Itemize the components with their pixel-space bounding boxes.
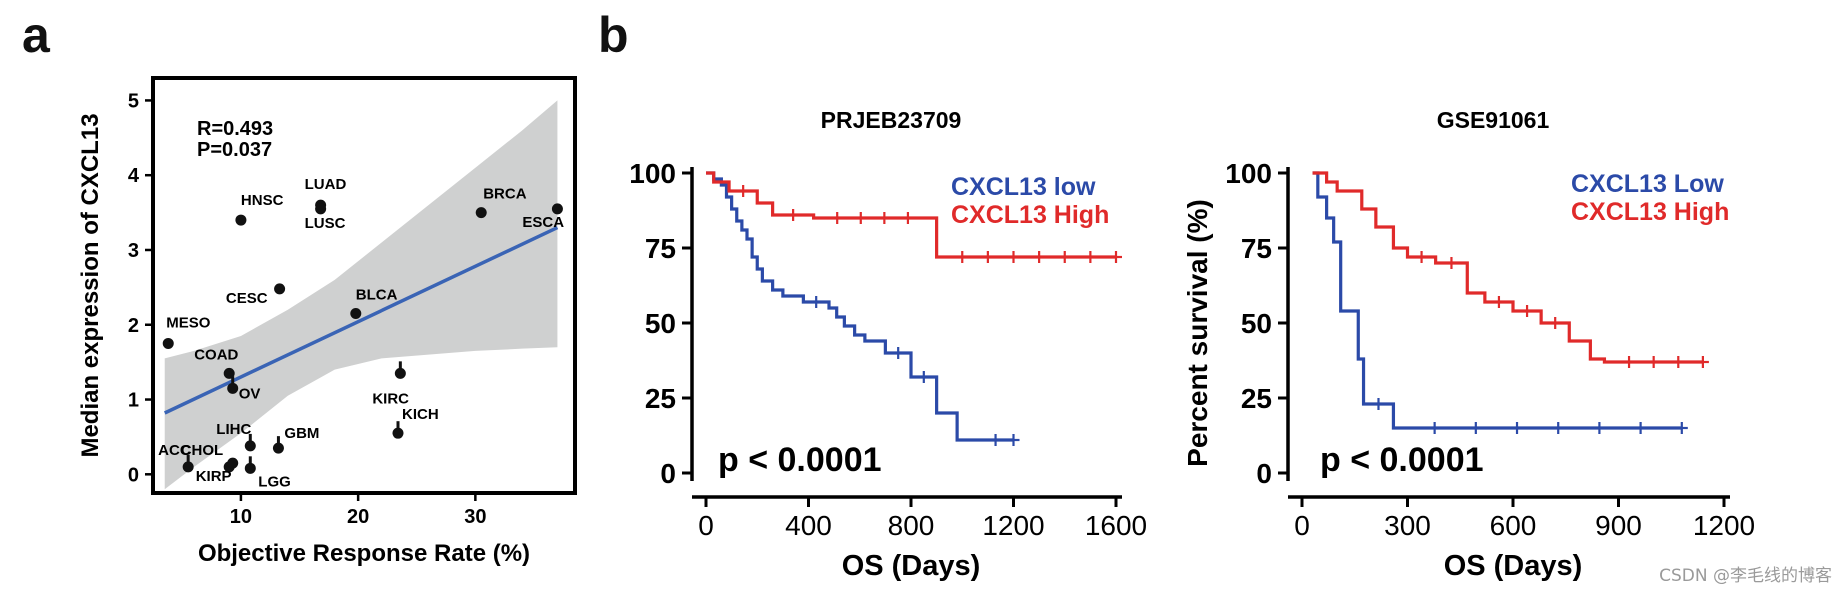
point-label: LGG xyxy=(258,473,291,490)
data-point xyxy=(235,214,247,226)
y-tick-label: 0 xyxy=(1256,458,1272,489)
p-value-annotation: p < 0.0001 xyxy=(718,441,882,479)
x-tick-label: 900 xyxy=(1595,510,1642,541)
point-label: LUAD xyxy=(305,176,347,193)
y-tick-label: 3 xyxy=(128,240,139,262)
x-tick-label: 300 xyxy=(1384,510,1431,541)
y-tick-label: 75 xyxy=(645,233,676,264)
data-point xyxy=(272,442,284,454)
y-axis-title: Percent survival (%) xyxy=(1182,199,1213,467)
legend-entry: CXCL13 High xyxy=(1571,198,1729,226)
point-label: KIRC xyxy=(372,390,409,407)
data-point xyxy=(551,203,563,215)
panel-b2-km-gse91061: GSE91061 0 25 50 75 100 0 300 600 900 1200 OS (Days… xyxy=(1182,107,1755,582)
data-point xyxy=(227,457,239,469)
legend-entry: CXCL13 High xyxy=(951,201,1109,229)
y-tick-label: 25 xyxy=(1241,383,1272,414)
stat-p: P=0.037 xyxy=(197,139,272,161)
x-tick-label: 1200 xyxy=(982,510,1044,541)
point-label: HNSC xyxy=(241,192,284,209)
panel-b1-km-prjeb23709: PRJEB23709 0 25 50 75 100 0 400 800 1200 1600 OS (D… xyxy=(629,107,1147,582)
data-point xyxy=(392,427,404,439)
y-tick-label: 50 xyxy=(1241,308,1272,339)
data-point xyxy=(244,440,256,452)
point-label: GBM xyxy=(284,425,319,442)
panel-a-letter: a xyxy=(22,7,50,63)
y-tick-label: 75 xyxy=(1241,233,1272,264)
x-tick-label: 10 xyxy=(230,506,252,528)
km-curve-high xyxy=(706,171,1116,259)
y-tick-label: 4 xyxy=(128,165,140,187)
point-label: ACC xyxy=(158,442,191,459)
y-tick-label: 25 xyxy=(645,383,676,414)
data-point xyxy=(274,283,286,295)
x-tick-label: 20 xyxy=(347,506,369,528)
point-label: KIRP xyxy=(196,468,232,485)
point-label: COAD xyxy=(194,346,238,363)
point-label: ESCA xyxy=(522,214,564,231)
y-tick-label: 1 xyxy=(128,390,139,412)
chart-title: GSE91061 xyxy=(1437,107,1550,133)
x-axis-title: OS (Days) xyxy=(842,550,981,582)
data-point xyxy=(182,461,194,473)
km-curve-low xyxy=(706,171,1014,442)
x-tick-label: 1200 xyxy=(1693,510,1755,541)
regression-line xyxy=(163,225,559,415)
y-tick-label: 0 xyxy=(660,458,676,489)
y-tick-label: 0 xyxy=(128,464,139,486)
chart-title: PRJEB23709 xyxy=(821,107,962,133)
point-label: LIHC xyxy=(216,421,251,438)
p-value-annotation: p < 0.0001 xyxy=(1320,441,1484,479)
stat-r: R=0.493 xyxy=(197,118,273,140)
y-tick-label: 100 xyxy=(1225,158,1272,189)
y-tick-label: 2 xyxy=(128,315,139,337)
panel-b-letter: b xyxy=(598,7,629,63)
confidence-band xyxy=(164,100,558,490)
data-point xyxy=(394,367,406,379)
point-label: BRCA xyxy=(483,186,526,203)
y-tick-label: 100 xyxy=(629,158,676,189)
data-point xyxy=(315,203,327,215)
x-axis-title: OS (Days) xyxy=(1444,550,1583,582)
point-label: CESC xyxy=(226,290,268,307)
point-label: BLCA xyxy=(356,287,398,304)
data-point xyxy=(162,337,174,349)
legend-entry: CXCL13 Low xyxy=(1571,170,1724,198)
x-tick-label: 400 xyxy=(785,510,832,541)
x-axis-title: Objective Response Rate (%) xyxy=(198,540,530,567)
point-label: CHOL xyxy=(181,442,224,459)
x-tick-label: 800 xyxy=(888,510,935,541)
data-point xyxy=(475,207,487,219)
data-point xyxy=(244,462,256,474)
plot-frame xyxy=(151,76,577,495)
x-tick-label: 30 xyxy=(464,506,486,528)
point-label: MESO xyxy=(166,314,211,331)
data-point xyxy=(227,382,239,394)
y-tick-label: 5 xyxy=(128,90,139,112)
point-label: LUSC xyxy=(305,215,346,232)
y-tick-label: 50 xyxy=(645,308,676,339)
x-tick-label: 0 xyxy=(698,510,714,541)
km-curve-low xyxy=(1312,171,1682,430)
data-point xyxy=(350,308,362,320)
panel-a-scatter: 10 20 30 0 1 2 3 4 5 Objective Response Rate (%) M… xyxy=(77,76,577,567)
point-label: OV xyxy=(239,385,261,402)
point-label: KICH xyxy=(402,406,439,423)
y-axis-title: Median expression of CXCL13 xyxy=(77,113,104,457)
x-tick-label: 1600 xyxy=(1085,510,1147,541)
data-point xyxy=(223,367,235,379)
csdn-watermark: CSDN @李毛线的博客 xyxy=(1659,566,1832,586)
x-tick-label: 600 xyxy=(1490,510,1537,541)
x-tick-label: 0 xyxy=(1294,510,1310,541)
legend-entry: CXCL13 low xyxy=(951,173,1096,201)
